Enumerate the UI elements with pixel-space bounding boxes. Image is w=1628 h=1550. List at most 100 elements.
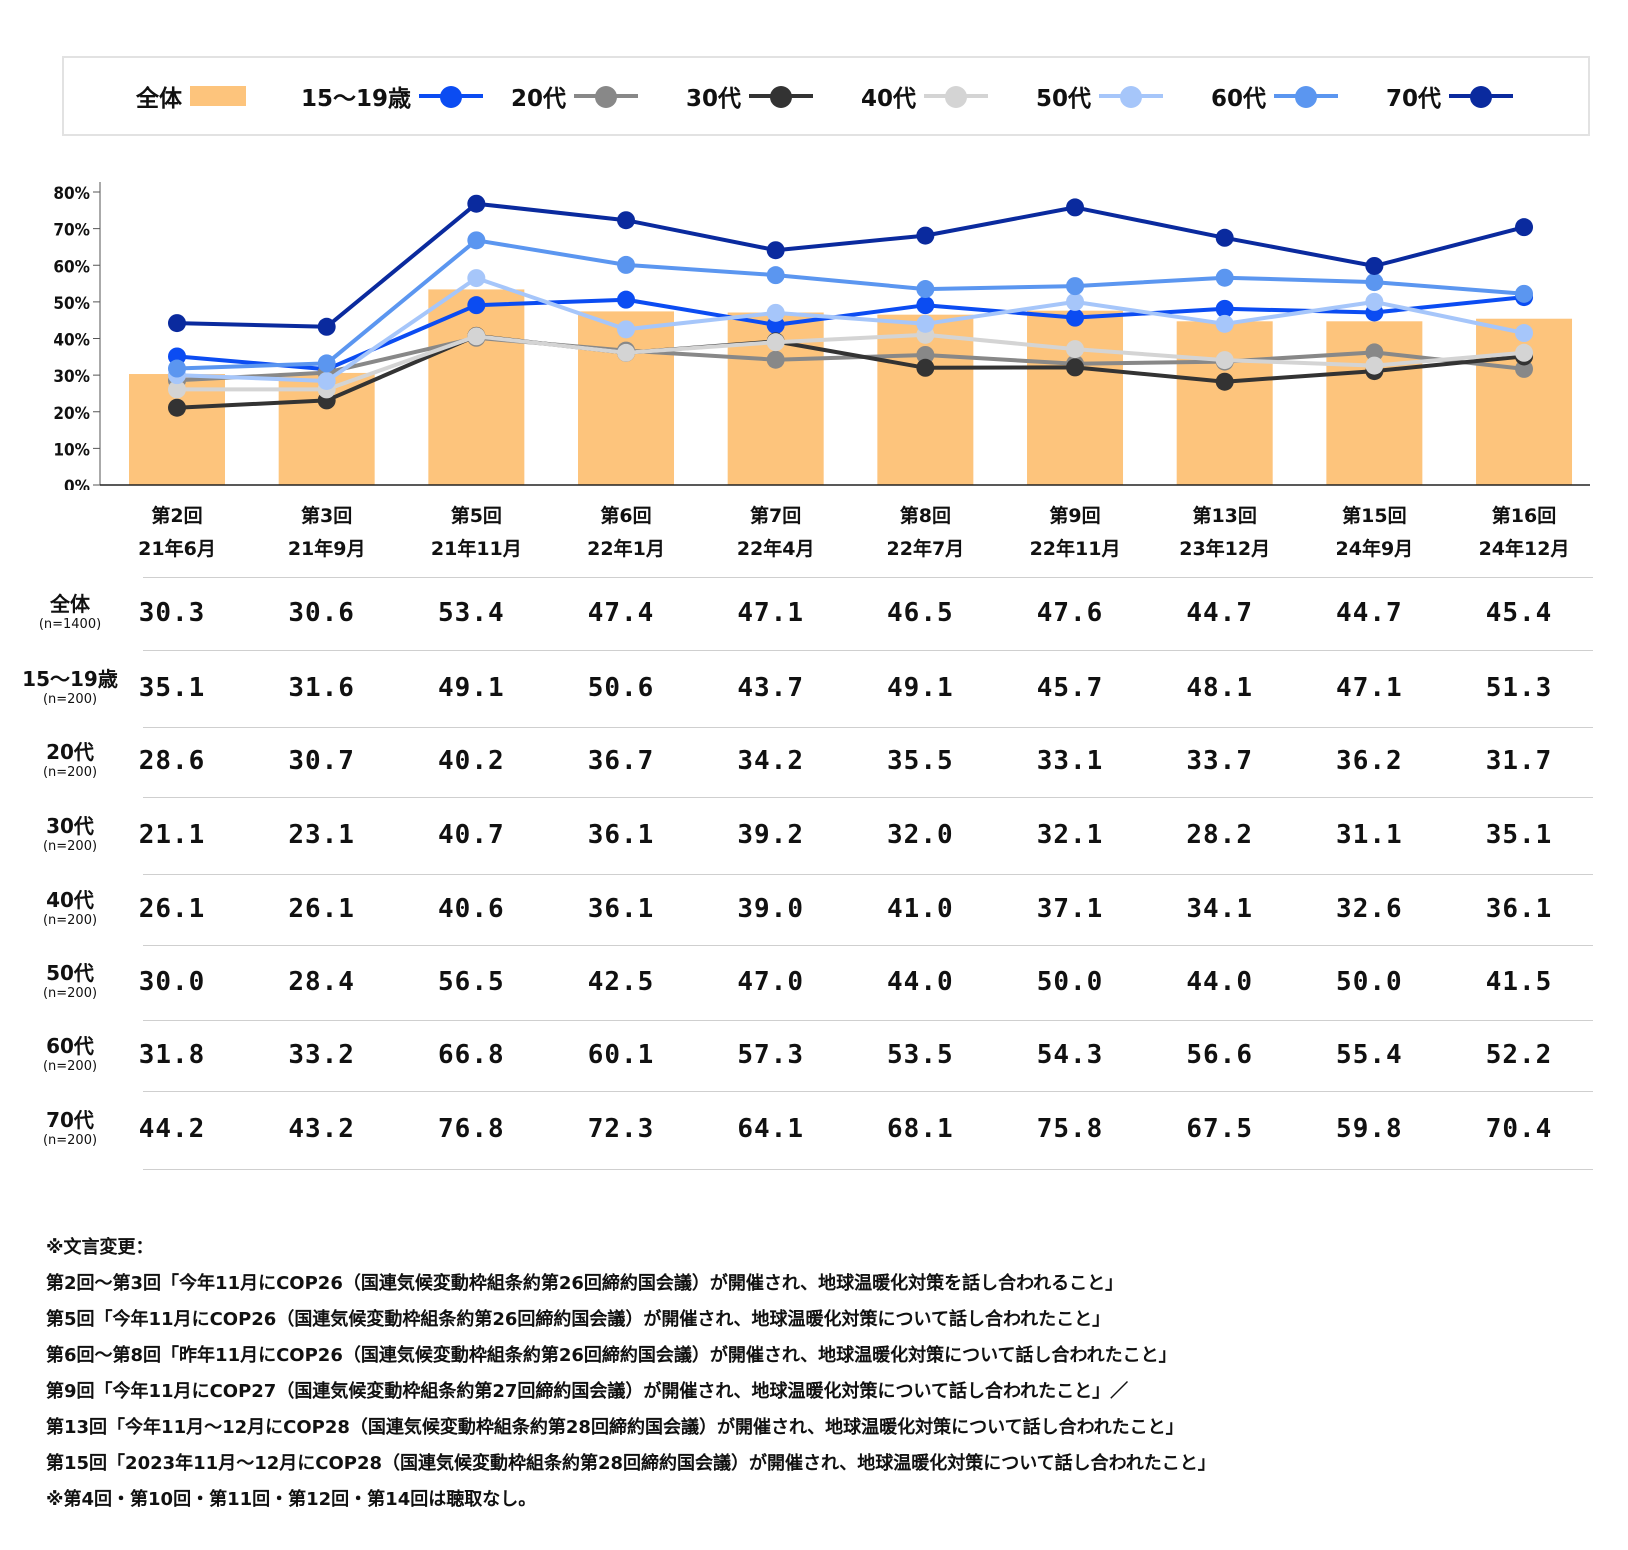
table-cell: 48.1 [1186, 672, 1253, 703]
table-cell: 35.1 [1485, 819, 1553, 850]
series-line [177, 332, 1525, 392]
row-label-n: (n=200) [42, 1058, 98, 1074]
x-category-date: 22年4月 [736, 538, 815, 560]
data-point [317, 317, 336, 336]
data-point [1365, 256, 1384, 275]
footnote-line: 第9回「今年11月にCOP27（国連気候変動枠組条約第27回締約国会議）が開催さ… [46, 1381, 1129, 1402]
x-category: 第2回 21年6月 [102, 500, 252, 566]
x-category-date: 24年12月 [1478, 538, 1570, 560]
table-cell: 66.8 [438, 1039, 505, 1070]
x-category-date: 23年12月 [1179, 538, 1271, 560]
data-point [766, 241, 785, 260]
data-point [467, 269, 486, 288]
row-label: 15～19歳 (n=200) [0, 667, 140, 708]
x-category-date: 24年9月 [1335, 538, 1414, 560]
legend-label: 20代 [511, 86, 567, 112]
chart-legend: 全体 15～19歳 20代 30代 40代 50代 60代 70代 [62, 56, 1590, 136]
x-category-date: 22年1月 [587, 538, 665, 560]
legend-item: 15～19歳 [301, 58, 484, 134]
table-cell: 44.2 [138, 1114, 206, 1144]
data-point [1215, 228, 1234, 247]
table-cell: 26.1 [138, 893, 206, 924]
table-cell: 45.4 [1485, 597, 1553, 628]
legend-item: 30代 [686, 58, 814, 134]
data-point [1515, 359, 1534, 378]
table-cell: 46.5 [887, 597, 954, 628]
table-cell: 33.1 [1036, 746, 1104, 776]
row-divider [143, 577, 1593, 578]
table-cell: 44.7 [1336, 597, 1403, 628]
x-category: 第15回 24年9月 [1299, 500, 1449, 566]
x-category: 第5回 21年11月 [401, 500, 551, 566]
row-label-n: (n=200) [42, 691, 98, 707]
table-cell: 28.4 [288, 966, 355, 997]
table-cell: 33.7 [1186, 746, 1253, 776]
legend-line-marker [574, 86, 639, 108]
data-point [617, 320, 636, 339]
bar [1476, 318, 1573, 485]
series-line [176, 201, 1525, 329]
series-line [176, 333, 1525, 410]
row-label-name: 70代 [46, 1108, 94, 1132]
table-cell: 23.1 [288, 819, 355, 850]
table-cell: 47.0 [737, 966, 804, 997]
table-cell: 53.4 [438, 597, 505, 628]
row-divider [143, 1169, 1593, 1170]
table-cell: 36.1 [587, 893, 655, 924]
row-label: 全体 (n=1400) [0, 592, 140, 633]
x-category-round: 第3回 [301, 505, 353, 527]
line-series-60 [168, 231, 1534, 378]
data-point [916, 345, 935, 364]
table-cell: 43.2 [288, 1114, 355, 1144]
x-category-round: 第7回 [750, 505, 802, 527]
x-category-date: 21年6月 [138, 538, 216, 560]
row-divider [143, 1020, 1593, 1021]
table-cell: 72.3 [587, 1114, 655, 1144]
table-cell: 59.8 [1336, 1114, 1403, 1144]
footnote-line: 第13回「今年11月～12月にCOP28（国連気候変動枠組条約第28回締約国会議… [46, 1417, 1184, 1438]
data-point [168, 314, 186, 333]
row-divider [143, 650, 1593, 651]
table-cell: 70.4 [1485, 1114, 1553, 1144]
data-point [766, 333, 785, 352]
data-point [617, 343, 636, 362]
data-point [467, 194, 486, 213]
table-cell: 35.5 [887, 746, 954, 776]
footnotes: ※文言変更： 第2回～第3回「今年11月にCOP26（国連気候変動枠組条約第26回… [46, 1230, 1606, 1518]
table-row: 70代 (n=200) 44.2 43.2 76.8 72.3 64.1 68.1 75.8 67… [0, 1091, 1628, 1170]
data-point [1066, 277, 1085, 296]
table-cell: 30.3 [138, 597, 206, 628]
table-cell: 32.0 [887, 819, 954, 850]
table-cell: 39.0 [737, 893, 804, 924]
data-point [617, 290, 636, 309]
data-point [766, 266, 785, 285]
x-category-round: 第16回 [1491, 505, 1557, 527]
data-point [916, 226, 935, 245]
data-point [168, 398, 186, 417]
table-cell: 31.8 [138, 1039, 206, 1070]
data-point [1066, 308, 1085, 327]
legend-label: 50代 [1036, 86, 1092, 112]
table-cell: 44.0 [1186, 966, 1253, 997]
table-cell: 54.3 [1036, 1039, 1104, 1070]
table-cell: 67.5 [1186, 1114, 1253, 1144]
row-label-name: 15～19歳 [22, 666, 118, 691]
table-cell: 39.2 [737, 819, 804, 850]
table-cell: 40.6 [438, 893, 505, 924]
data-point [1066, 292, 1085, 311]
legend-label: 30代 [686, 86, 742, 112]
table-cell: 36.7 [587, 746, 655, 776]
data-point [916, 314, 935, 333]
legend-line-marker [924, 86, 989, 108]
y-tick-label: 0% [64, 477, 90, 490]
x-category: 第8回 22年7月 [850, 500, 1000, 566]
data-point [1365, 292, 1384, 311]
row-label-name: 全体 [50, 591, 90, 616]
x-category: 第16回 24年12月 [1449, 500, 1599, 566]
row-divider [143, 797, 1593, 798]
row-label: 20代 (n=200) [0, 740, 140, 781]
table-cell: 56.5 [438, 966, 505, 997]
legend-line-marker [1099, 86, 1164, 108]
series-line [176, 238, 1525, 371]
x-category-round: 第2回 [151, 505, 203, 527]
